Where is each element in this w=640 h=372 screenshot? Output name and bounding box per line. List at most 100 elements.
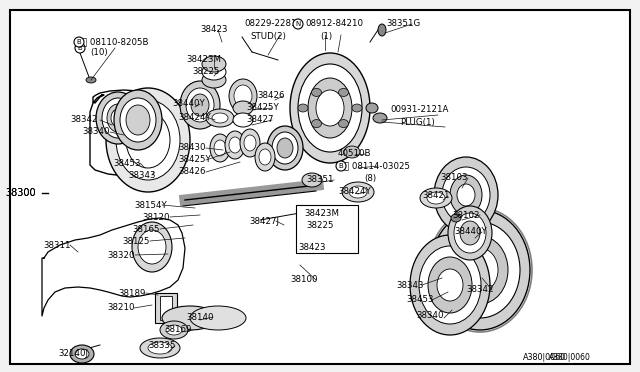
Ellipse shape — [138, 230, 166, 264]
Ellipse shape — [420, 188, 452, 208]
Text: 38343: 38343 — [396, 280, 424, 289]
Text: 38440Y: 38440Y — [172, 99, 205, 109]
Ellipse shape — [272, 132, 298, 164]
Text: 38100: 38100 — [290, 276, 317, 285]
Ellipse shape — [255, 143, 275, 171]
Ellipse shape — [214, 140, 226, 156]
Ellipse shape — [75, 349, 89, 359]
Text: 38421: 38421 — [422, 192, 449, 201]
Text: 38300: 38300 — [5, 188, 36, 198]
Ellipse shape — [116, 100, 180, 180]
Ellipse shape — [212, 113, 228, 123]
Text: 38102: 38102 — [452, 211, 479, 219]
Text: 38425Y: 38425Y — [246, 103, 279, 112]
Ellipse shape — [210, 134, 230, 162]
Ellipse shape — [312, 89, 321, 96]
Ellipse shape — [234, 85, 252, 107]
Circle shape — [336, 161, 346, 171]
Ellipse shape — [454, 213, 486, 253]
Ellipse shape — [312, 119, 321, 128]
Ellipse shape — [450, 175, 482, 215]
Text: 38426: 38426 — [257, 92, 285, 100]
Text: 38427J: 38427J — [249, 217, 279, 225]
Ellipse shape — [302, 173, 322, 187]
Ellipse shape — [290, 53, 370, 163]
Ellipse shape — [162, 306, 218, 330]
Bar — [155, 293, 177, 323]
Text: 38120: 38120 — [142, 212, 170, 221]
Text: 38140: 38140 — [186, 312, 214, 321]
Ellipse shape — [102, 98, 134, 138]
Ellipse shape — [202, 56, 226, 72]
Text: 32140J: 32140J — [58, 350, 88, 359]
Ellipse shape — [111, 109, 125, 127]
Ellipse shape — [120, 98, 156, 142]
Text: 38351: 38351 — [306, 176, 333, 185]
Text: N: N — [296, 21, 301, 27]
Text: 38189: 38189 — [118, 289, 145, 298]
Text: 38440Y: 38440Y — [454, 228, 487, 237]
Ellipse shape — [166, 325, 182, 335]
Ellipse shape — [132, 222, 172, 272]
Text: Ⓑ 08114-03025: Ⓑ 08114-03025 — [344, 161, 410, 170]
Ellipse shape — [419, 246, 481, 324]
Ellipse shape — [460, 221, 480, 245]
Text: A380|0060: A380|0060 — [523, 353, 566, 362]
Ellipse shape — [410, 235, 490, 335]
Ellipse shape — [190, 306, 246, 330]
Text: 38343: 38343 — [128, 170, 156, 180]
Ellipse shape — [186, 88, 214, 122]
Text: STUD(2): STUD(2) — [250, 32, 286, 41]
Text: 38424Y: 38424Y — [338, 187, 371, 196]
Text: 38154Y: 38154Y — [134, 201, 167, 209]
Ellipse shape — [430, 210, 530, 330]
Ellipse shape — [316, 90, 344, 126]
Ellipse shape — [451, 214, 461, 222]
Ellipse shape — [437, 269, 463, 301]
Ellipse shape — [457, 184, 475, 206]
Text: 38320: 38320 — [107, 250, 134, 260]
Ellipse shape — [448, 206, 492, 260]
Ellipse shape — [233, 113, 253, 127]
Ellipse shape — [428, 257, 472, 313]
Circle shape — [74, 37, 84, 47]
Text: (10): (10) — [90, 48, 108, 57]
Circle shape — [75, 43, 85, 53]
Ellipse shape — [298, 104, 308, 112]
Text: (1): (1) — [320, 32, 332, 41]
Text: 38340: 38340 — [82, 128, 109, 137]
Text: 38351G: 38351G — [386, 19, 420, 29]
Ellipse shape — [70, 345, 94, 363]
Ellipse shape — [442, 167, 490, 223]
Bar — [296, 205, 358, 253]
Text: 38103: 38103 — [440, 173, 467, 183]
Text: A380|0060: A380|0060 — [549, 353, 591, 362]
Text: 38423M: 38423M — [304, 208, 339, 218]
Text: 38340: 38340 — [416, 311, 444, 321]
Ellipse shape — [378, 24, 386, 36]
Ellipse shape — [233, 101, 253, 115]
Text: 38342: 38342 — [70, 115, 97, 125]
Text: B: B — [339, 163, 344, 169]
Text: 38342: 38342 — [466, 285, 493, 295]
Text: 38453: 38453 — [406, 295, 433, 305]
Circle shape — [293, 19, 303, 29]
Text: 00931-2121A: 00931-2121A — [390, 106, 449, 115]
Ellipse shape — [434, 157, 498, 233]
Text: Ⓑ 08110-8205B: Ⓑ 08110-8205B — [82, 38, 148, 46]
Ellipse shape — [140, 338, 180, 358]
Text: 38169: 38169 — [164, 326, 191, 334]
Ellipse shape — [298, 64, 362, 152]
Ellipse shape — [229, 137, 241, 153]
Ellipse shape — [349, 186, 367, 198]
Text: (8): (8) — [364, 173, 376, 183]
Text: PLUG(1): PLUG(1) — [400, 118, 435, 126]
Ellipse shape — [342, 182, 374, 202]
Ellipse shape — [126, 112, 170, 168]
Ellipse shape — [202, 72, 226, 88]
Ellipse shape — [259, 149, 271, 165]
Ellipse shape — [225, 131, 245, 159]
Bar — [160, 296, 172, 320]
Text: 38425Y: 38425Y — [178, 155, 211, 164]
Ellipse shape — [373, 113, 387, 123]
